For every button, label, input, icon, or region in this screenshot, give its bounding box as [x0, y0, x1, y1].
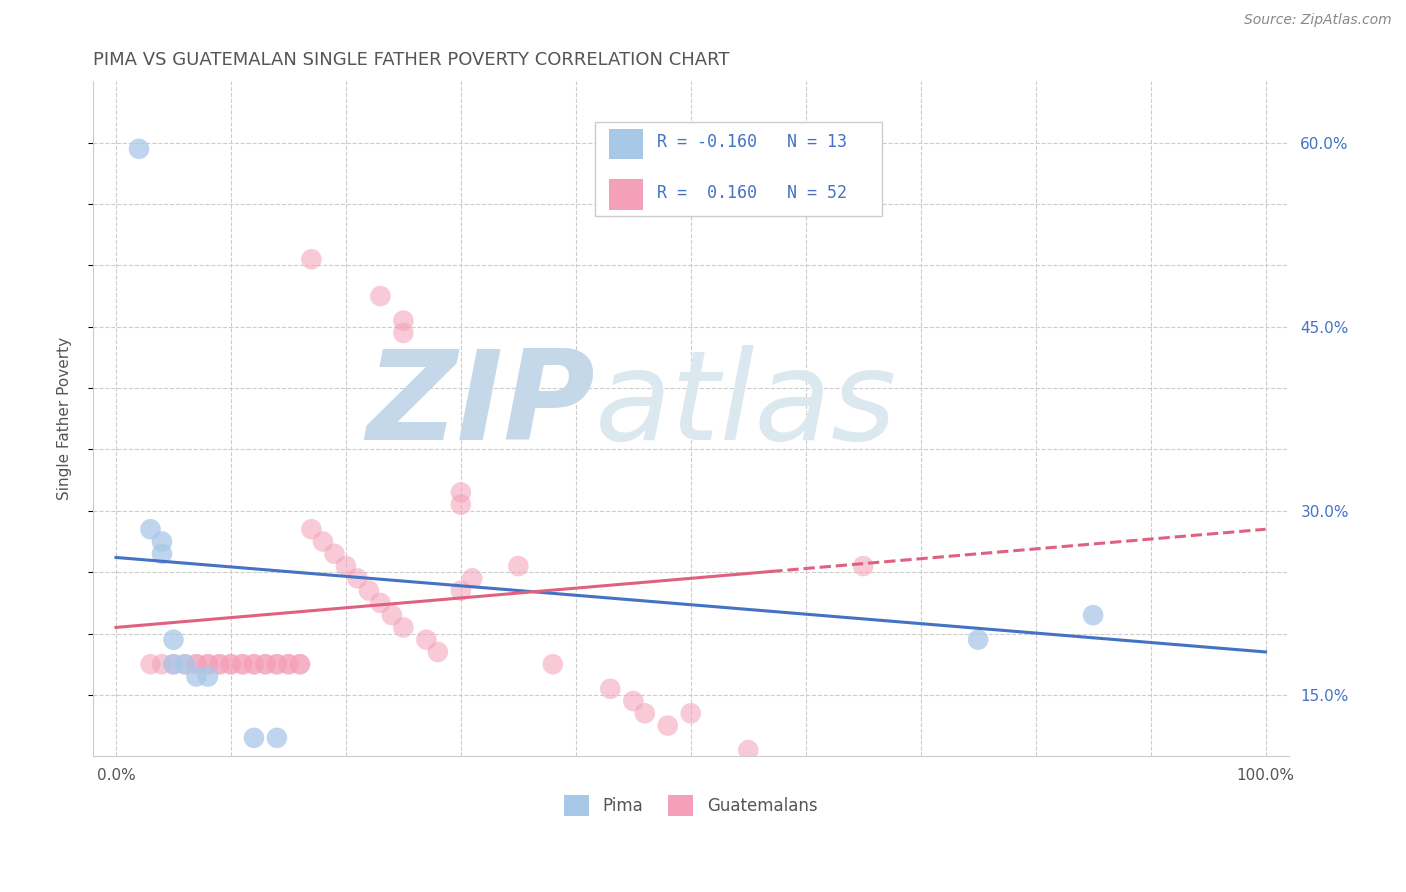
Point — [128, 142, 150, 156]
Text: R =  0.160   N = 52: R = 0.160 N = 52 — [657, 184, 848, 202]
Point — [197, 657, 219, 672]
Point — [219, 657, 242, 672]
Point — [299, 252, 322, 267]
Point — [186, 657, 208, 672]
Point — [737, 743, 759, 757]
Point — [150, 534, 173, 549]
Point — [162, 632, 184, 647]
Point — [450, 583, 472, 598]
Point — [254, 657, 277, 672]
Point — [139, 522, 162, 536]
Point — [186, 657, 208, 672]
Point — [392, 326, 415, 340]
Point — [323, 547, 346, 561]
FancyBboxPatch shape — [609, 179, 643, 210]
Point — [634, 706, 657, 721]
Point — [162, 657, 184, 672]
Point — [162, 657, 184, 672]
Point — [450, 485, 472, 500]
FancyBboxPatch shape — [609, 128, 643, 159]
Point — [174, 657, 197, 672]
Point — [370, 289, 392, 303]
Point — [139, 657, 162, 672]
Point — [415, 632, 437, 647]
Point — [288, 657, 311, 672]
Point — [243, 657, 266, 672]
Point — [1081, 608, 1104, 623]
Point — [299, 522, 322, 536]
Point — [621, 694, 644, 708]
Text: Source: ZipAtlas.com: Source: ZipAtlas.com — [1244, 13, 1392, 28]
Point — [370, 596, 392, 610]
Legend: Pima, Guatemalans: Pima, Guatemalans — [558, 789, 824, 822]
Text: atlas: atlas — [595, 345, 897, 466]
Point — [243, 731, 266, 745]
Point — [231, 657, 253, 672]
Point — [679, 706, 702, 721]
Point — [312, 534, 335, 549]
FancyBboxPatch shape — [595, 122, 882, 217]
Text: R = -0.160   N = 13: R = -0.160 N = 13 — [657, 133, 848, 152]
Point — [197, 669, 219, 683]
Point — [254, 657, 277, 672]
Point — [426, 645, 449, 659]
Point — [508, 559, 530, 574]
Point — [967, 632, 990, 647]
Point — [599, 681, 621, 696]
Point — [461, 571, 484, 585]
Point — [381, 608, 404, 623]
Point — [335, 559, 357, 574]
Text: PIMA VS GUATEMALAN SINGLE FATHER POVERTY CORRELATION CHART: PIMA VS GUATEMALAN SINGLE FATHER POVERTY… — [93, 51, 730, 69]
Point — [186, 669, 208, 683]
Point — [266, 657, 288, 672]
Point — [219, 657, 242, 672]
Point — [208, 657, 231, 672]
Point — [266, 731, 288, 745]
Point — [392, 313, 415, 327]
Y-axis label: Single Father Poverty: Single Father Poverty — [58, 337, 72, 500]
Point — [541, 657, 564, 672]
Text: ZIP: ZIP — [367, 345, 595, 466]
Point — [277, 657, 299, 672]
Point — [288, 657, 311, 672]
Point — [657, 718, 679, 732]
Point — [150, 657, 173, 672]
Point — [450, 498, 472, 512]
Point — [208, 657, 231, 672]
Point — [346, 571, 368, 585]
Point — [231, 657, 253, 672]
Point — [277, 657, 299, 672]
Point — [243, 657, 266, 672]
Point — [392, 620, 415, 634]
Point — [174, 657, 197, 672]
Point — [197, 657, 219, 672]
Point — [852, 559, 875, 574]
Point — [357, 583, 380, 598]
Point — [150, 547, 173, 561]
Point — [266, 657, 288, 672]
